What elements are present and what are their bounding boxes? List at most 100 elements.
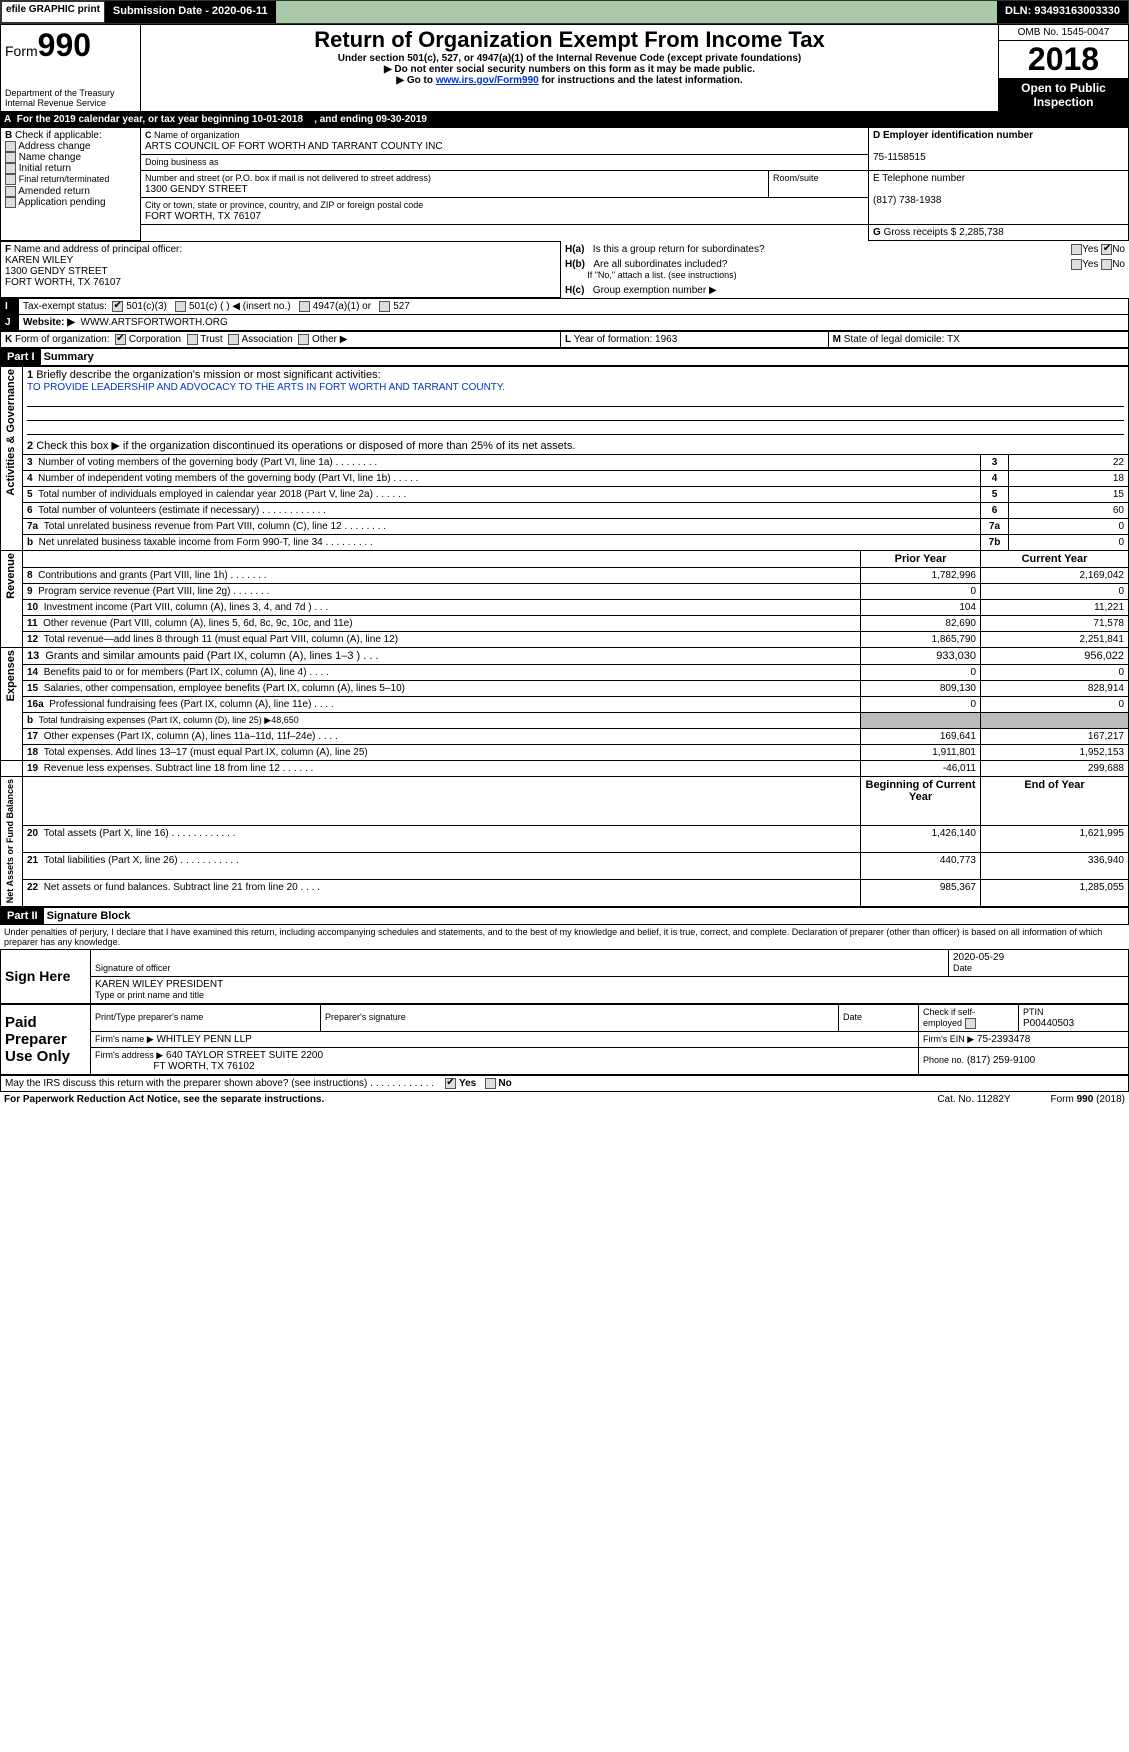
l13-current: 956,022 <box>981 648 1129 665</box>
identity-section: B Check if applicable: Address change Na… <box>0 127 1129 241</box>
street-address: 1300 GENDY STREET <box>145 184 248 195</box>
l6-value: 60 <box>1009 503 1129 519</box>
form-footer: Form 990 (2018) <box>1051 1094 1125 1105</box>
checkbox-ha-yes[interactable] <box>1071 244 1082 255</box>
l21-prior: 440,773 <box>861 852 981 879</box>
klm-section: K Form of organization: Corporation Trus… <box>0 331 1129 348</box>
l10-prior: 104 <box>861 600 981 616</box>
l16a-current: 0 <box>981 697 1129 713</box>
omb-number: OMB No. 1545-0047 <box>999 25 1128 41</box>
paperwork-notice: For Paperwork Reduction Act Notice, see … <box>4 1094 324 1105</box>
l21-current: 336,940 <box>981 852 1129 879</box>
l19-prior: -46,011 <box>861 761 981 777</box>
checkbox-4947[interactable] <box>299 301 310 312</box>
firm-name: WHITLEY PENN LLP <box>156 1034 251 1045</box>
part1-title: Summary <box>44 351 94 363</box>
officer-street: 1300 GENDY STREET <box>5 266 108 277</box>
form-header: Form990 Department of the Treasury Inter… <box>0 24 1129 112</box>
l18-current: 1,952,153 <box>981 745 1129 761</box>
mission-text: TO PROVIDE LEADERSHIP AND ADVOCACY TO TH… <box>27 382 505 393</box>
checkbox-501c[interactable] <box>175 301 186 312</box>
top-bar: efile GRAPHIC print Submission Date - 20… <box>0 0 1129 24</box>
subtitle-3: ▶ Go to www.irs.gov/Form990 for instruct… <box>145 75 994 86</box>
state-domicile: State of legal domicile: TX <box>844 334 960 345</box>
gross-receipts: Gross receipts $ 2,285,738 <box>884 227 1004 238</box>
checkbox-trust[interactable] <box>187 334 198 345</box>
l7a-value: 0 <box>1009 519 1129 535</box>
checkbox-discuss-yes[interactable] <box>445 1078 456 1089</box>
efile-label: efile GRAPHIC print <box>1 1 105 23</box>
l8-current: 2,169,042 <box>981 568 1129 584</box>
l18-prior: 1,911,801 <box>861 745 981 761</box>
open-public-badge: Open to Public Inspection <box>999 79 1129 112</box>
l4-value: 18 <box>1009 471 1129 487</box>
l17-current: 167,217 <box>981 729 1129 745</box>
l14-prior: 0 <box>861 665 981 681</box>
irs-link[interactable]: www.irs.gov/Form990 <box>436 75 539 86</box>
tax-year: 2018 <box>999 41 1128 78</box>
officer-name-title: KAREN WILEY PRESIDENT <box>95 979 223 990</box>
checkbox-ha-no[interactable] <box>1101 244 1112 255</box>
side-governance: Activities & Governance <box>5 369 17 496</box>
checkbox-initial-return[interactable] <box>5 163 16 174</box>
firm-ein: 75-2393478 <box>977 1034 1030 1045</box>
ptin-value: P00440503 <box>1023 1018 1074 1029</box>
checkbox-hb-yes[interactable] <box>1071 259 1082 270</box>
l13-prior: 933,030 <box>861 648 981 665</box>
officer-name: KAREN WILEY <box>5 255 73 266</box>
irs-label: Internal Revenue Service <box>5 98 136 108</box>
signature-section: Sign Here Signature of officer 2020-05-2… <box>0 949 1129 1004</box>
l12-prior: 1,865,790 <box>861 632 981 648</box>
firm-address-1: 640 TAYLOR STREET SUITE 2200 <box>166 1050 323 1061</box>
checkbox-amended-return[interactable] <box>5 186 16 197</box>
l10-current: 11,221 <box>981 600 1129 616</box>
year-formation: Year of formation: 1963 <box>574 334 678 345</box>
l22-current: 1,285,055 <box>981 879 1129 906</box>
checkbox-hb-no[interactable] <box>1101 259 1112 270</box>
part2-title: Signature Block <box>47 910 131 922</box>
officer-city: FORT WORTH, TX 76107 <box>5 277 121 288</box>
col-prior-year: Prior Year <box>895 553 947 565</box>
checkbox-self-employed[interactable] <box>965 1018 976 1029</box>
form-prefix: Form <box>5 43 38 59</box>
subtitle-1: Under section 501(c), 527, or 4947(a)(1)… <box>145 53 994 64</box>
l11-prior: 82,690 <box>861 616 981 632</box>
checkbox-application-pending[interactable] <box>5 197 16 208</box>
checkbox-address-change[interactable] <box>5 141 16 152</box>
l8-prior: 1,782,996 <box>861 568 981 584</box>
tax-status-section: I Tax-exempt status: 501(c)(3) 501(c) ( … <box>0 298 1129 331</box>
checkbox-discuss-no[interactable] <box>485 1078 496 1089</box>
page-footer: For Paperwork Reduction Act Notice, see … <box>0 1092 1129 1107</box>
ein-value: 75-1158515 <box>873 152 926 163</box>
checkbox-other[interactable] <box>298 334 309 345</box>
e-phone-label: E Telephone number <box>873 173 965 184</box>
side-revenue: Revenue <box>5 553 17 599</box>
org-name: ARTS COUNCIL OF FORT WORTH AND TARRANT C… <box>145 141 443 152</box>
checkbox-527[interactable] <box>379 301 390 312</box>
l15-prior: 809,130 <box>861 681 981 697</box>
firm-address-2: FT WORTH, TX 76102 <box>153 1061 254 1072</box>
submission-date: Submission Date - 2020-06-11 <box>105 1 276 23</box>
side-netassets: Net Assets or Fund Balances <box>5 779 15 903</box>
perjury-statement: Under penalties of perjury, I declare th… <box>0 925 1129 949</box>
cat-number: Cat. No. 11282Y <box>937 1094 1010 1105</box>
l3-value: 22 <box>1009 455 1129 471</box>
officer-group-section: F Name and address of principal officer:… <box>0 241 1129 298</box>
checkbox-assoc[interactable] <box>228 334 239 345</box>
checkbox-corp[interactable] <box>115 334 126 345</box>
checkbox-501c3[interactable] <box>112 301 123 312</box>
subtitle-2: ▶ Do not enter social security numbers o… <box>145 64 994 75</box>
part1-table: Activities & Governance 1 Briefly descri… <box>0 366 1129 906</box>
checkbox-name-change[interactable] <box>5 152 16 163</box>
checkbox-final-return[interactable] <box>5 174 16 185</box>
paid-preparer-label: Paid Preparer Use Only <box>1 1004 91 1074</box>
d-ein-label: D Employer identification number <box>873 130 1033 141</box>
form-number: 990 <box>38 27 91 63</box>
website-value: WWW.ARTSFORTWORTH.ORG <box>81 317 228 328</box>
l19-current: 299,688 <box>981 761 1129 777</box>
l15-current: 828,914 <box>981 681 1129 697</box>
l7b-value: 0 <box>1009 535 1129 551</box>
dln: DLN: 93493163003330 <box>997 1 1128 23</box>
l14-current: 0 <box>981 665 1129 681</box>
preparer-section: Paid Preparer Use Only Print/Type prepar… <box>0 1004 1129 1075</box>
